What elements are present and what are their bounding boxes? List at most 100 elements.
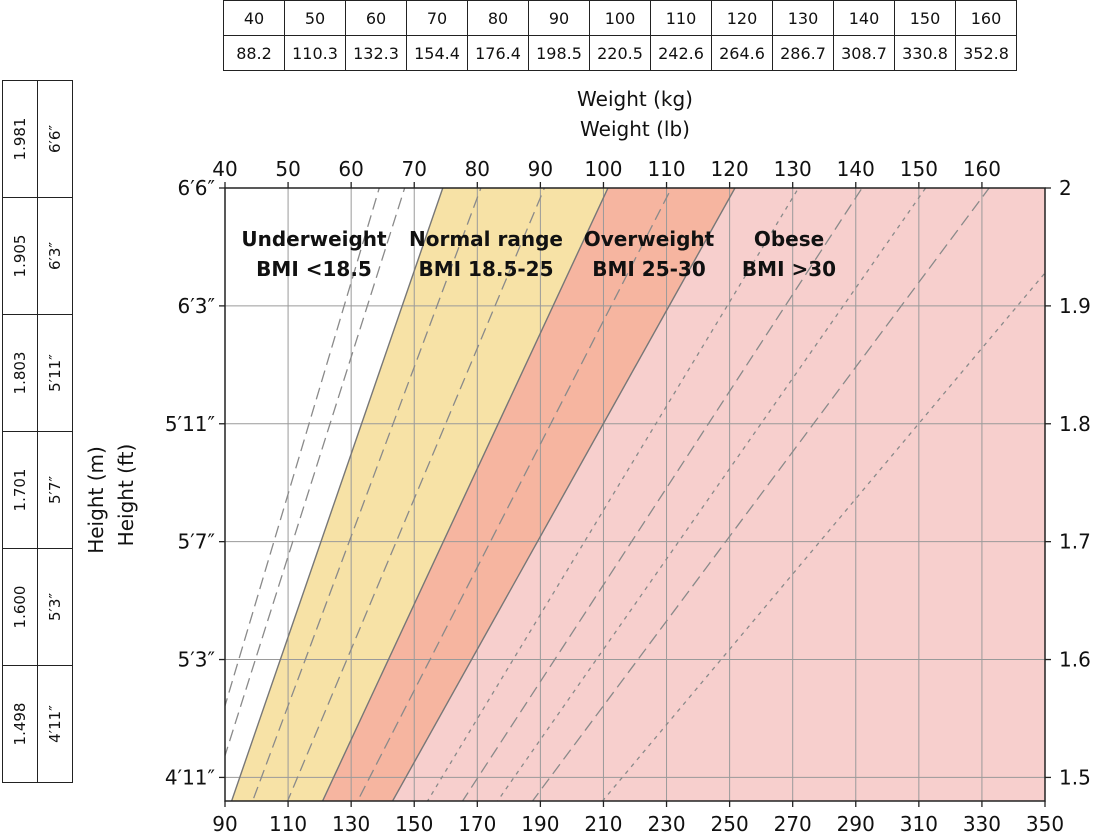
kg-tick-label: 140 [837,157,875,181]
m-tick-label: 1.9 [1059,294,1091,318]
meter-cell: 1.701 [2,431,38,549]
kg-cell: 150 [894,0,956,36]
kg-cell: 50 [284,0,346,36]
band-range-label: BMI >30 [742,257,836,281]
lb-row: 88.2 110.3 132.3 154.4 176.4 198.5 220.5… [223,35,1017,71]
kg-tick-label: 160 [963,157,1001,181]
feet-cell: 6′6″ [37,80,73,198]
kg-tick-label: 50 [275,157,300,181]
band-normal-range [231,188,608,801]
ft-tick-label: 6′3″ [178,294,215,318]
band-name-label: Normal range [409,227,563,251]
kg-tick-label: 60 [338,157,363,181]
band-obese [392,188,1045,801]
lb-cell: 154.4 [406,35,468,71]
lb-tick-label: 90 [212,812,237,836]
meter-cell: 1.498 [2,665,38,783]
m-tick-label: 1.6 [1059,648,1091,672]
lb-tick-label: 290 [837,812,875,836]
x-axis-title-kg: Weight (kg) [577,87,693,111]
kg-cell: 70 [406,0,468,36]
lb-cell: 352.8 [955,35,1017,71]
bmi-dotted-line [601,271,1045,801]
lb-tick-label: 190 [521,812,559,836]
feet-cell: 4′11″ [37,665,73,783]
lb-cell: 132.3 [345,35,407,71]
lb-cell: 198.5 [528,35,590,71]
kg-tick-label: 90 [528,157,553,181]
m-tick-label: 1.5 [1059,765,1091,789]
lb-cell: 220.5 [589,35,651,71]
height-row: 1.498 4′11″ [2,665,73,783]
y-axis-title-m: Height (m) [84,446,108,554]
band-range-label: BMI <18.5 [256,257,372,281]
feet-cell: 6′3″ [37,197,73,315]
ft-tick-label: 5′3″ [178,648,215,672]
band-name-label: Obese [754,227,824,251]
feet-cell: 5′11″ [37,314,73,432]
bmi-dashed-line [251,188,482,801]
bmi-dashed-line [225,188,406,758]
lb-cell: 110.3 [284,35,346,71]
bmi-dashed-line [286,188,546,801]
lb-tick-label: 170 [458,812,496,836]
band-underweight [225,188,443,801]
kg-cell: 100 [589,0,651,36]
lb-tick-label: 150 [395,812,433,836]
lb-tick-label: 210 [584,812,622,836]
height-row: 1.981 6′6″ [2,80,73,198]
lb-tick-label: 330 [963,812,1001,836]
height-row: 1.701 5′7″ [2,431,73,549]
lb-tick-label: 230 [647,812,685,836]
kg-tick-label: 120 [711,157,749,181]
kg-tick-label: 100 [584,157,622,181]
lb-cell: 264.6 [711,35,773,71]
band-overweight [322,188,736,801]
m-tick-label: 1.8 [1059,412,1091,436]
kg-cell: 110 [650,0,712,36]
lb-cell: 88.2 [223,35,285,71]
band-range-label: BMI 25-30 [592,257,706,281]
m-tick-label: 1.7 [1059,530,1091,554]
kg-tick-label: 150 [900,157,938,181]
lb-tick-label: 110 [269,812,307,836]
band-name-label: Overweight [584,227,715,251]
band-range-label: BMI 18.5-25 [418,257,553,281]
bmi-dotted-line [426,188,800,801]
lb-cell: 176.4 [467,35,529,71]
ft-tick-label: 4′11″ [165,765,215,789]
m-tick-label: 2 [1059,176,1072,200]
lb-tick-label: 270 [774,812,812,836]
height-row: 1.905 6′3″ [2,197,73,315]
kg-tick-label: 80 [465,157,490,181]
lb-cell: 330.8 [894,35,956,71]
weight-conversion-table: 40 50 60 70 80 90 100 110 120 130 140 15… [223,0,1017,71]
kg-row: 40 50 60 70 80 90 100 110 120 130 140 15… [223,0,1017,36]
bmi-dashed-line [461,188,863,801]
lb-tick-label: 310 [900,812,938,836]
kg-tick-label: 110 [647,157,685,181]
plot-area [225,188,1045,801]
height-row: 1.803 5′11″ [2,314,73,432]
height-row: 1.600 5′3″ [2,548,73,666]
y-axis-title-ft: Height (ft) [114,444,138,547]
lb-tick-label: 250 [711,812,749,836]
kg-cell: 120 [711,0,773,36]
bmi-boundary-line [321,188,609,801]
plot-frame [224,187,1046,802]
kg-tick-label: 70 [402,157,427,181]
band-name-label: Underweight [241,227,387,251]
bmi-dashed-line [356,188,673,801]
ft-tick-label: 5′11″ [165,412,215,436]
lb-tick-label: 130 [332,812,370,836]
ft-tick-label: 6′6″ [178,176,215,200]
bmi-boundary-line [391,188,736,801]
bmi-dashed-line [531,188,990,801]
kg-tick-label: 130 [774,157,812,181]
lb-tick-label: 350 [1026,812,1064,836]
ft-tick-label: 5′7″ [178,530,215,554]
height-conversion-table: 1.981 6′6″ 1.905 6′3″ 1.803 5′11″ 1.701 … [2,80,73,783]
bmi-boundary-line [230,188,444,801]
lb-cell: 242.6 [650,35,712,71]
